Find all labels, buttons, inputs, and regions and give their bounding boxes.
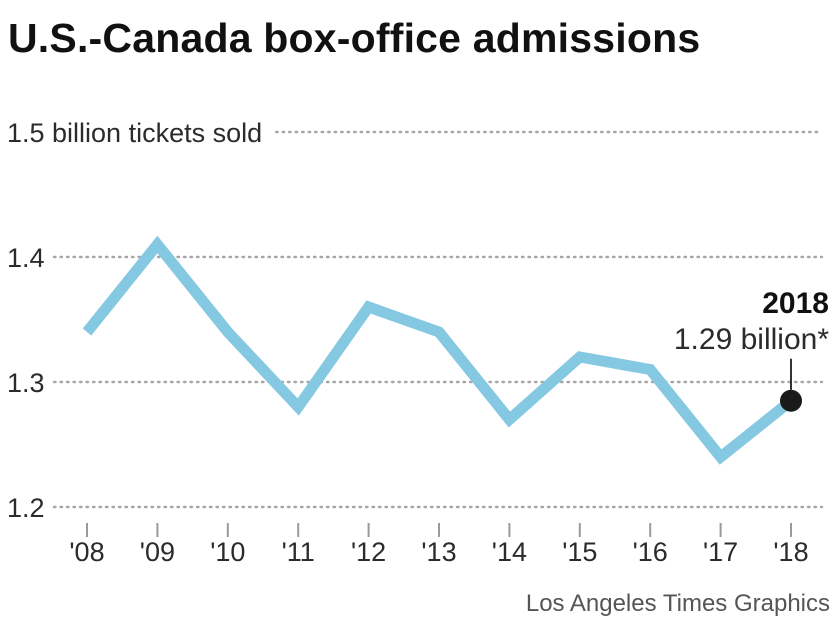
annotation-value: 1.29 billion* (674, 323, 829, 356)
y-tick-label: 1.3 (7, 368, 45, 398)
data-point-marker (780, 389, 802, 412)
y-axis-tick-labels: 1.2 1.3 1.4 1.5 billion tickets sold (7, 118, 262, 523)
series-line (82, 235, 795, 465)
y-tick-label: 1.2 (7, 493, 45, 523)
x-tick-label: '08 (69, 537, 104, 567)
chart-title: U.S.-Canada box-office admissions (8, 15, 701, 61)
x-tick-label: '16 (633, 537, 668, 567)
x-tick-label: '15 (562, 537, 597, 567)
x-tick-label: '12 (351, 537, 386, 567)
x-tick-label: '09 (140, 537, 175, 567)
source-credit: Los Angeles Times Graphics (525, 590, 830, 617)
x-tick-label: '17 (703, 537, 738, 567)
x-tick-label: '14 (492, 537, 527, 567)
x-axis: '08 '09 '10 '11 '12 '13 '14 '15 '16 '17 '18 (69, 523, 809, 567)
annotation-year: 2018 (762, 287, 829, 320)
x-tick-label: '11 (282, 537, 315, 567)
series-layer (82, 235, 795, 465)
y-tick-label: 1.4 (7, 243, 45, 273)
gridlines (52, 130, 824, 509)
x-tick-label: '10 (210, 537, 245, 567)
x-tick-label: '13 (421, 537, 456, 567)
x-tick-label: '18 (773, 537, 808, 567)
y-tick-label: 1.5 billion tickets sold (7, 118, 262, 148)
